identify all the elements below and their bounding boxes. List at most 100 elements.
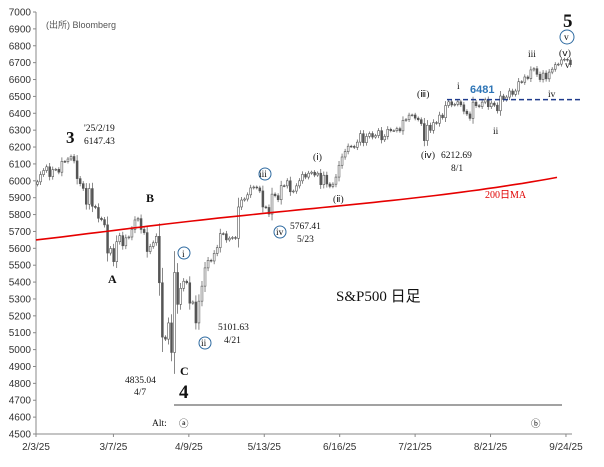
- candle-body: [54, 169, 58, 171]
- candle-body: [69, 156, 73, 160]
- candle-body: [219, 233, 222, 248]
- candle-body: [462, 104, 466, 112]
- alt-b-label: ⓑ: [531, 419, 541, 430]
- wave-5-label: 5: [563, 11, 573, 32]
- candle-body: [148, 246, 152, 252]
- circled-iii-text: iii: [259, 170, 267, 180]
- candlestick-series: [36, 57, 572, 374]
- minor-iv-label: iv: [548, 90, 556, 100]
- candle-body: [368, 133, 371, 137]
- candle-body: [359, 133, 362, 143]
- candle-body: [139, 218, 143, 230]
- candle-body: [255, 186, 259, 189]
- candle-body: [286, 180, 289, 187]
- candle-body: [328, 183, 332, 187]
- candle-body: [453, 104, 456, 106]
- candle-body: [203, 267, 207, 287]
- candle-body: [468, 113, 472, 119]
- candle-body: [380, 130, 383, 141]
- y-tick-label: 5700: [9, 227, 32, 238]
- candle-body: [109, 248, 112, 254]
- candle-body: [279, 185, 283, 201]
- ma-label: 200日MA: [485, 190, 527, 201]
- low-0801-value: 6212.69: [441, 151, 472, 161]
- circled-v-text: v: [564, 33, 569, 43]
- candle-body: [554, 64, 557, 70]
- candle-body: [72, 156, 76, 162]
- candle-body: [362, 133, 365, 143]
- candle-body: [508, 90, 511, 98]
- wave-c-label: C: [180, 364, 189, 378]
- candle-body: [566, 58, 569, 61]
- candle-body: [514, 90, 517, 95]
- candle-body: [191, 301, 195, 304]
- wave-4-value: 4835.04: [125, 376, 156, 386]
- candle-body: [365, 136, 368, 143]
- alt-label: Alt:: [152, 419, 167, 429]
- candle-body: [88, 188, 91, 205]
- candle-body: [142, 229, 146, 233]
- x-tick-label: 3/7/25: [100, 442, 128, 453]
- candle-body: [310, 171, 313, 174]
- candle-body: [395, 128, 399, 131]
- candle-body: [264, 206, 268, 209]
- y-tick-label: 6700: [9, 58, 32, 69]
- candle-body: [340, 156, 344, 166]
- low-0421-value: 5101.63: [218, 323, 249, 333]
- candle-body: [401, 120, 405, 132]
- candle-body: [550, 68, 554, 73]
- candle-body: [557, 63, 560, 66]
- low-0523-date: 5/23: [297, 235, 314, 245]
- y-tick-label: 5900: [9, 193, 32, 204]
- minor-i-label: i: [457, 82, 460, 92]
- candle-body: [416, 117, 420, 120]
- y-tick-label: 4700: [9, 396, 32, 407]
- y-tick-label: 5800: [9, 210, 32, 221]
- candle-body: [133, 219, 137, 230]
- candle-body: [124, 237, 128, 247]
- candle-body: [307, 172, 310, 178]
- x-tick-label: 2/3/25: [22, 442, 50, 453]
- y-tick-label: 4500: [9, 430, 32, 441]
- candle-body: [212, 253, 216, 262]
- candle-body: [450, 101, 453, 106]
- candle-body: [103, 219, 106, 226]
- candle-body: [435, 122, 438, 124]
- y-tick-label: 4900: [9, 362, 32, 373]
- wave-3-date: '25/2/19: [84, 124, 115, 134]
- candle-body: [520, 81, 523, 83]
- candle-body: [535, 68, 539, 75]
- candle-body: [234, 237, 237, 239]
- candle-body: [483, 99, 487, 103]
- candle-body: [127, 236, 131, 239]
- y-tick-label: 6100: [9, 159, 32, 170]
- candle-body: [410, 114, 414, 117]
- y-tick-label: 6200: [9, 143, 32, 154]
- candle-body: [136, 218, 140, 221]
- candle-body: [529, 69, 533, 79]
- candle-body: [249, 187, 252, 196]
- candle-body: [432, 122, 435, 131]
- y-tick-label: 6000: [9, 176, 32, 187]
- candle-body: [377, 130, 380, 136]
- candle-body: [118, 235, 121, 243]
- x-tick-label: 8/21/25: [474, 442, 508, 453]
- circled-iv-marker: [273, 225, 287, 239]
- level-label: 6481: [470, 84, 494, 96]
- candle-body: [298, 180, 301, 187]
- candle-body: [349, 145, 353, 148]
- low-0801-date: 8/1: [451, 164, 463, 174]
- y-tick-label: 5600: [9, 244, 32, 255]
- candle-body: [517, 81, 520, 92]
- candle-body: [97, 207, 100, 219]
- y-tick-label: 7000: [9, 8, 32, 19]
- candle-body: [197, 300, 201, 324]
- candle-body: [392, 130, 396, 132]
- candle-body: [322, 174, 326, 185]
- candle-body: [112, 248, 115, 262]
- candle-body: [383, 136, 386, 141]
- circled-iv-text: iv: [276, 228, 284, 238]
- y-tick-label: 5100: [9, 328, 32, 339]
- circled-iii-marker: [258, 167, 272, 181]
- candle-body: [304, 174, 307, 178]
